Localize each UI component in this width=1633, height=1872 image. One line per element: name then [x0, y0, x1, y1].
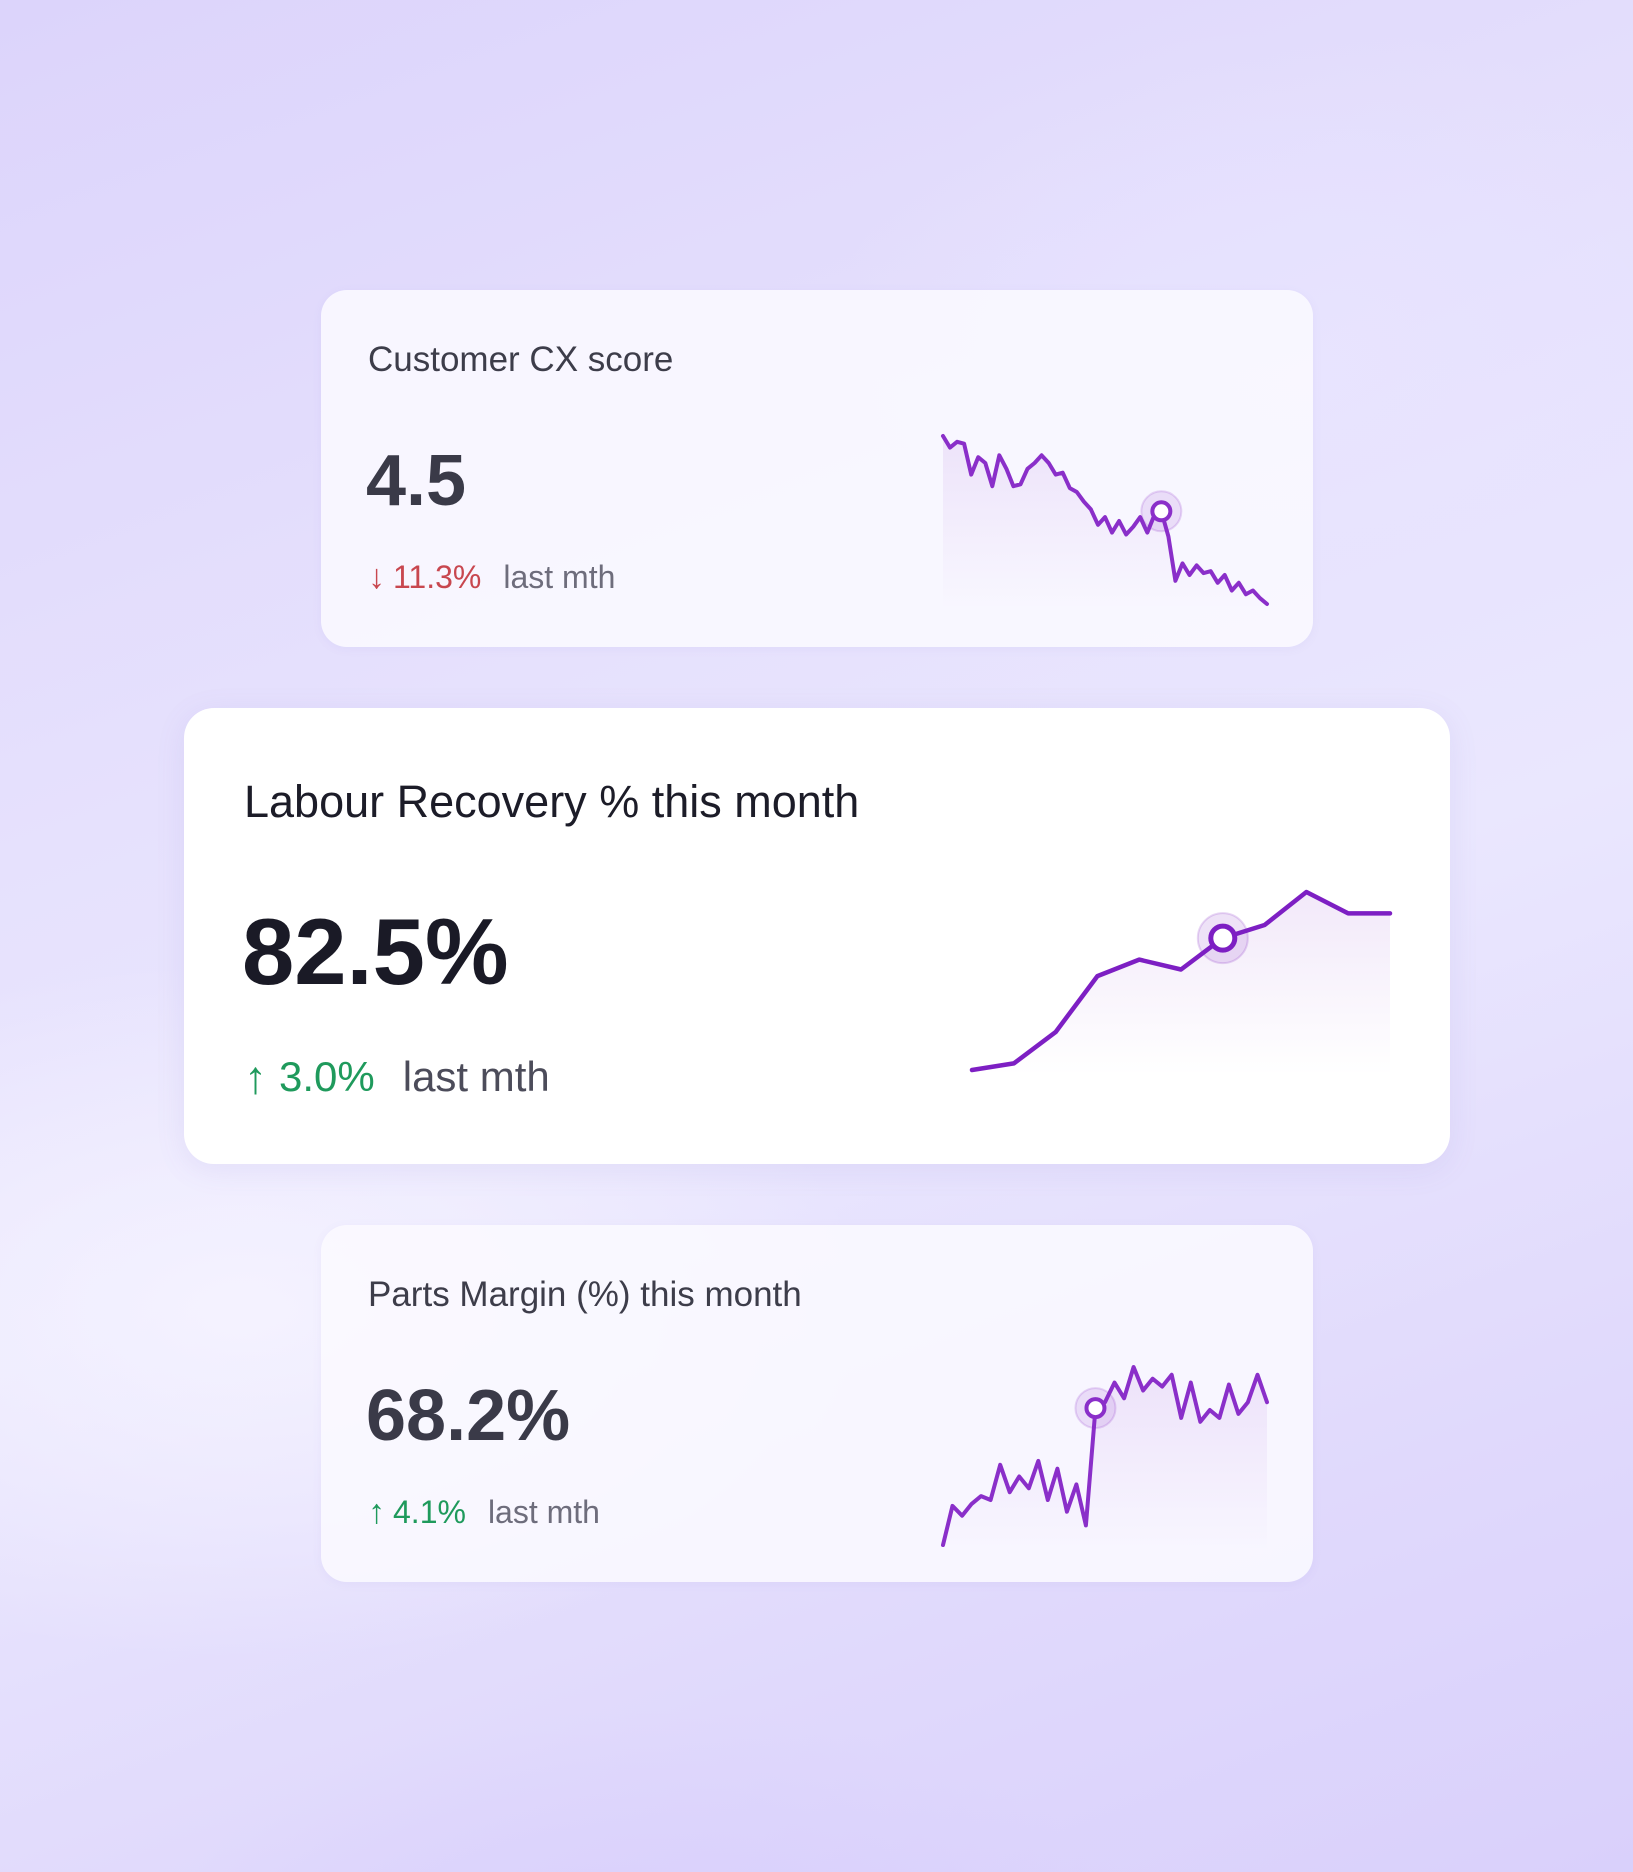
delta-period: last mth [503, 559, 616, 595]
card-title: Parts Margin (%) this month [368, 1275, 802, 1314]
card-title: Labour Recovery % this month [244, 776, 860, 827]
sparkline-highlight-point[interactable] [1150, 500, 1173, 523]
sparkline-chart [969, 889, 1393, 1076]
card-value: 82.5% [242, 899, 509, 1004]
delta-period: last mth [487, 1494, 600, 1530]
sparkline-area [972, 892, 1390, 1076]
card-value: 4.5 [366, 441, 467, 521]
delta-percent: 4.1% [393, 1494, 466, 1530]
card-value: 68.2% [366, 1376, 571, 1456]
card-delta: ↑ 4.1% last mth [368, 1493, 600, 1532]
card-delta: ↑ 3.0% last mth [244, 1050, 550, 1104]
parts-margin-card[interactable]: Parts Margin (%) this month 68.2% ↑ 4.1%… [321, 1225, 1313, 1582]
sparkline-line [941, 434, 1269, 606]
sparkline-highlight-point[interactable] [1208, 923, 1238, 953]
customer-cx-score-card[interactable]: Customer CX score 4.5 ↓ 11.3% last mth [321, 290, 1313, 647]
delta-percent: 11.3% [393, 559, 482, 595]
sparkline-highlight-point[interactable] [1084, 1397, 1107, 1420]
labour-recovery-card[interactable]: Labour Recovery % this month 82.5% ↑ 3.0… [184, 708, 1450, 1164]
delta-percent: 3.0% [279, 1053, 375, 1100]
delta-period: last mth [402, 1053, 550, 1100]
arrow-up-icon: ↑ [368, 1493, 385, 1531]
arrow-up-icon: ↑ [244, 1051, 267, 1103]
sparkline-chart [941, 434, 1269, 610]
sparkline-area [943, 1367, 1267, 1551]
sparkline-line [941, 1365, 1269, 1547]
arrow-down-icon: ↓ [368, 558, 385, 596]
card-title: Customer CX score [368, 340, 674, 379]
sparkline-chart [941, 1365, 1269, 1551]
sparkline-line [969, 889, 1393, 1073]
card-delta: ↓ 11.3% last mth [368, 558, 615, 597]
